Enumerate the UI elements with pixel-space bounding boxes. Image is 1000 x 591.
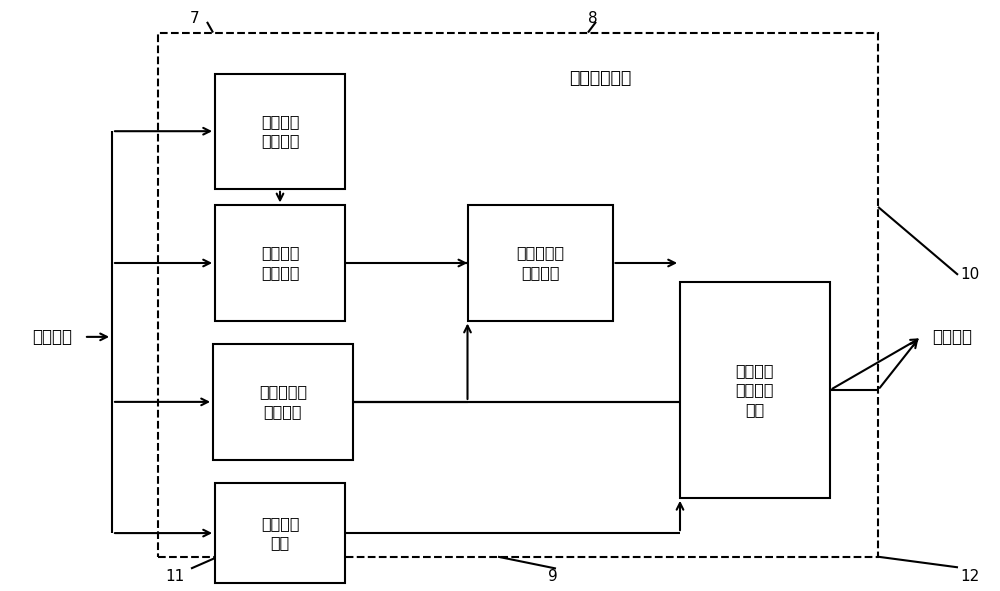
Bar [215, 74, 345, 189]
Text: 温度梯度
描述模块: 温度梯度 描述模块 [261, 246, 299, 280]
Text: 9: 9 [548, 569, 558, 584]
Text: 输入数据: 输入数据 [32, 328, 72, 346]
Text: 7: 7 [190, 11, 200, 27]
Text: 浓度梯度
描述模块: 浓度梯度 描述模块 [261, 114, 299, 148]
Text: 8: 8 [588, 11, 598, 27]
Text: 11: 11 [165, 569, 184, 584]
Bar [215, 483, 345, 583]
Text: 温度波静态
描述模块: 温度波静态 描述模块 [259, 385, 307, 419]
Bar [680, 282, 830, 498]
Text: 误差计算
模块: 误差计算 模块 [261, 516, 299, 550]
Bar [213, 344, 353, 460]
Bar [468, 205, 612, 320]
Text: 温度波动态
描述模块: 温度波动态 描述模块 [516, 246, 564, 280]
Text: 12: 12 [960, 569, 979, 584]
Bar [158, 33, 878, 557]
Text: 10: 10 [960, 267, 979, 282]
Text: 输出数据: 输出数据 [932, 328, 972, 346]
Text: 未来时刻
状态预测
模块: 未来时刻 状态预测 模块 [736, 363, 774, 417]
Text: 上位机观测器: 上位机观测器 [569, 69, 631, 87]
Bar [215, 205, 345, 320]
